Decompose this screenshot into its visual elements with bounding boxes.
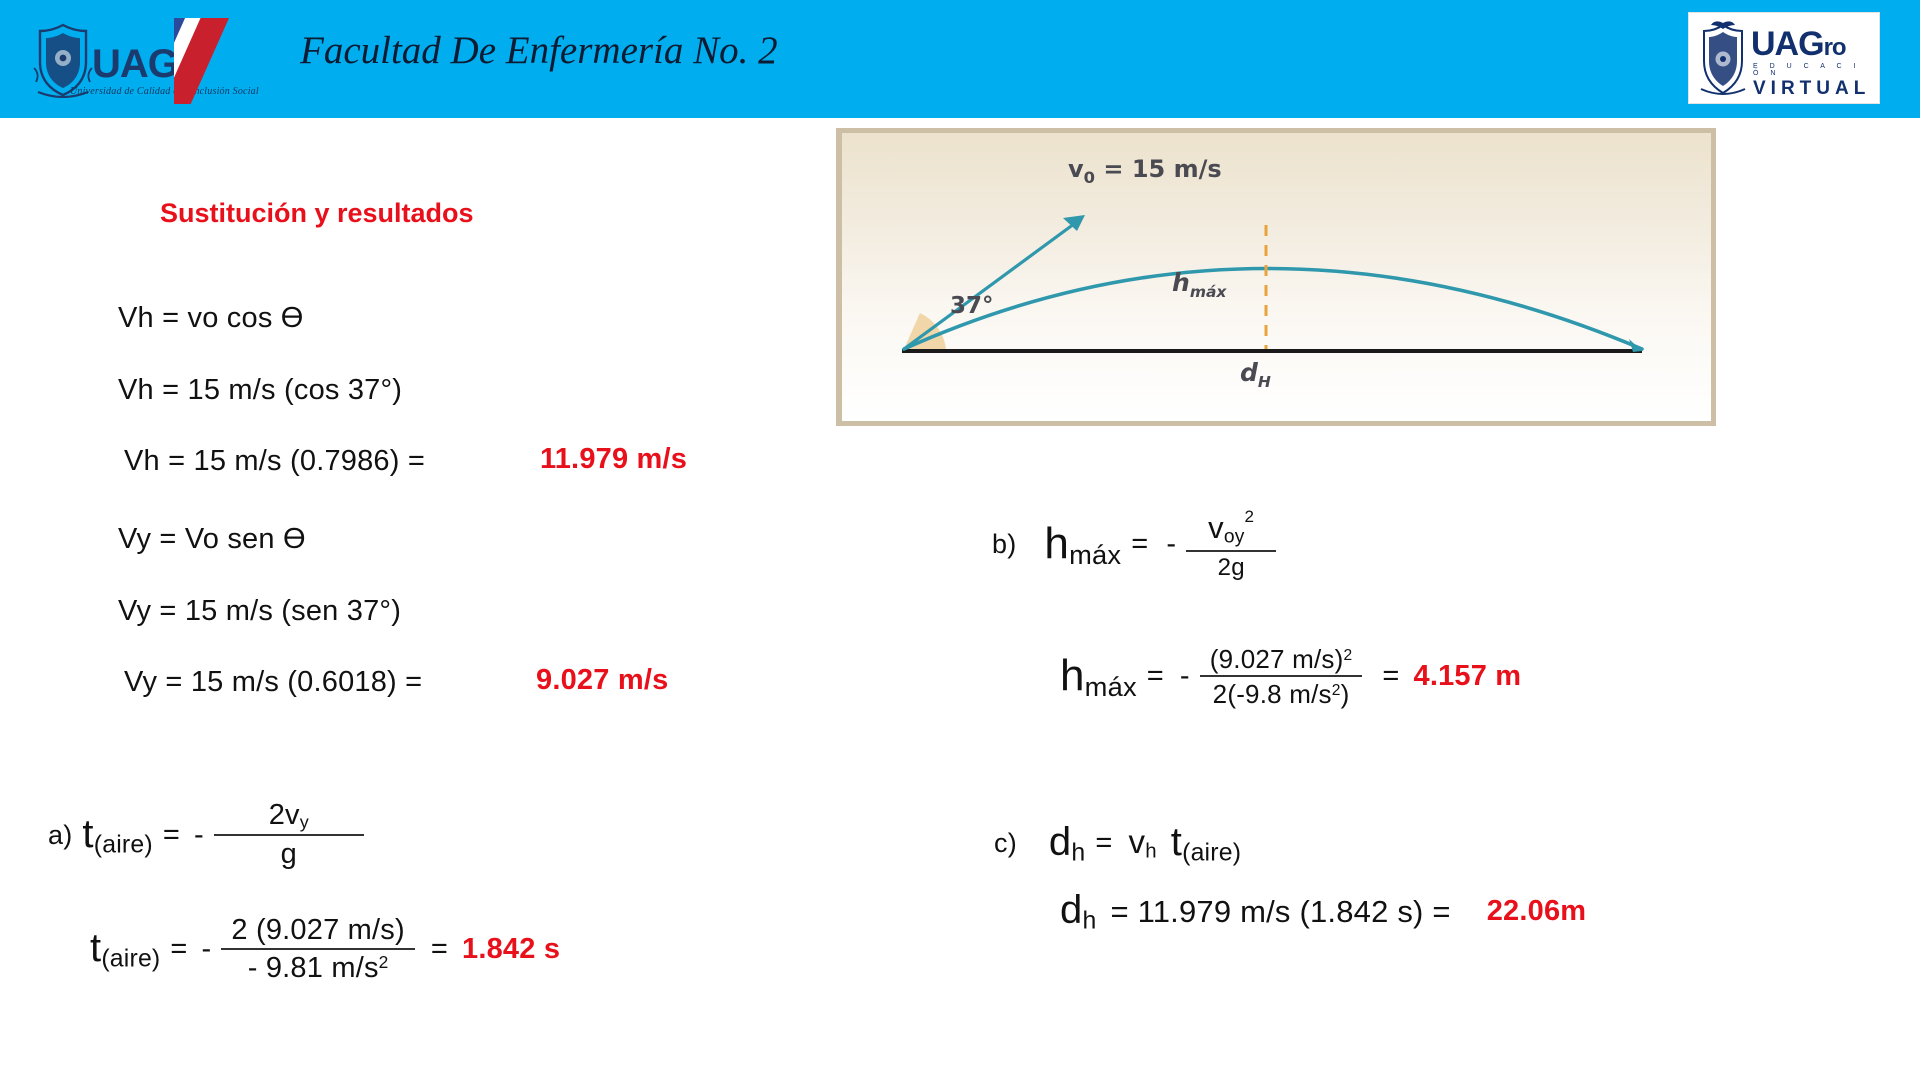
label-initial-velocity: v0 = 15 m/s (1068, 155, 1222, 187)
uagro-virtual-wordmark-suffix: ro (1823, 34, 1847, 61)
part-a-eval-numerator: 2 (9.027 m/s) (231, 914, 405, 946)
label-max-height: hmáx (1172, 268, 1227, 301)
part-a-fraction-bar (213, 834, 364, 837)
equation-vy-formula: Vy = Vo sen Ө (118, 523, 306, 555)
part-a-symbol: t(aire) (82, 811, 153, 859)
equation-vy-evaluated: Vy = 15 m/s (0.6018) = (124, 666, 423, 698)
uagro-left-tagline: Universidad de Calidad con Inclusión Soc… (70, 86, 259, 97)
part-b-equals: = (1131, 528, 1149, 561)
label-launch-angle: 37° (950, 293, 994, 319)
part-b-label: b) (992, 529, 1017, 560)
section-title: Sustitución y resultados (160, 198, 474, 228)
part-c-t-aire: t(aire) (1170, 820, 1242, 867)
uagro-virtual-wordmark-main: UAG (1751, 25, 1825, 63)
part-a-eval-fraction: 2 (9.027 m/s) - 9.81 m/s2 (221, 914, 415, 985)
uagro-shield-icon (33, 23, 93, 98)
part-b-fraction-bar (1186, 550, 1277, 553)
part-a-eval-symbol: t(aire) (90, 926, 161, 973)
part-a-result-equals: = (430, 933, 448, 966)
equation-vh-evaluated: Vh = 15 m/s (0.7986) = (124, 445, 426, 477)
part-b-eval-minus: - (1179, 660, 1190, 693)
part-b-result-equals: = (1382, 660, 1400, 693)
diagram-canvas: v0 = 15 m/s 37° hmáx dH (842, 133, 1711, 421)
uagro-virtual-label: VIRTUAL (1753, 78, 1871, 99)
part-a-label: a) (48, 819, 73, 850)
equation-vh-substitution: Vh = 15 m/s (cos 37°) (118, 374, 403, 406)
page-title: Facultad De Enfermería No. 2 (300, 29, 778, 72)
trajectory-curve (902, 266, 1644, 351)
part-c-label: c) (994, 828, 1017, 859)
part-b-symbol: hmáx (1044, 518, 1122, 570)
part-b-eval-fraction: (9.027 m/s)2 2(-9.8 m/s2) (1199, 644, 1363, 710)
part-b-numerator: voy2 (1208, 507, 1255, 548)
velocity-vector (903, 219, 1079, 351)
part-b-eval-symbol: hmáx (1060, 650, 1137, 702)
part-c-eval-value: = 11.979 m/s (1.842 s) = (1110, 893, 1451, 929)
velocity-arrowhead (1063, 215, 1085, 231)
uagro-virtual-educacion-label: E D U C A C I Ó N (1753, 63, 1861, 77)
part-b-eval-numerator: (9.027 m/s)2 (1209, 644, 1353, 674)
part-b-eval-equals: = (1146, 660, 1164, 693)
part-a-minus: - (193, 818, 204, 851)
equation-part-b-formula: b) hmáx = - voy2 2g (992, 507, 1277, 582)
equation-part-a-formula: a) t(aire) = - 2vy g (48, 799, 364, 871)
result-dh: 22.06m (1486, 895, 1587, 928)
result-vh: 11.979 m/s (540, 443, 688, 475)
uagro-stripes-graphic (174, 18, 246, 104)
part-a-eval-fraction-bar (221, 948, 415, 951)
part-a-eval-denominator: - 9.81 m/s2 (247, 952, 389, 985)
part-c-eval-symbol: dh (1060, 888, 1097, 935)
diagram-svg (902, 215, 1644, 353)
part-a-eval-minus: - (201, 933, 212, 966)
equation-vy-substitution: Vy = 15 m/s (sen 37°) (118, 595, 402, 627)
equation-part-c-formula: c) dh = vh t(aire) (994, 820, 1241, 867)
part-b-denominator: 2g (1217, 554, 1245, 582)
equation-part-a-evaluated: t(aire) = - 2 (9.027 m/s) - 9.81 m/s2 = … (90, 914, 561, 985)
part-a-equals: = (162, 818, 180, 851)
result-vy: 9.027 m/s (536, 664, 669, 696)
result-t-aire: 1.842 s (462, 933, 561, 966)
part-a-eval-equals: = (170, 933, 188, 966)
part-c-vh: vh (1128, 823, 1157, 863)
part-a-fraction: 2vy g (213, 799, 364, 871)
uagro-left-wordmark-main: UAG (92, 42, 179, 86)
uagro-logo-left: UAGro Universidad de Calidad con Inclusi… (24, 14, 259, 106)
part-a-numerator: 2vy (268, 799, 309, 832)
equation-vh-formula: Vh = vo cos Ө (118, 302, 304, 334)
equation-part-b-evaluated: hmáx = - (9.027 m/s)2 2(-9.8 m/s2) = 4.1… (1060, 645, 1521, 708)
part-b-fraction: voy2 2g (1186, 507, 1277, 582)
uagro-virtual-shield-icon (1700, 21, 1746, 95)
trajectory-arrowhead (1629, 339, 1642, 352)
part-b-minus: - (1166, 528, 1177, 561)
result-hmax: 4.157 m (1413, 660, 1522, 693)
label-horizontal-distance: dH (1240, 358, 1271, 391)
part-b-eval-fraction-bar (1199, 675, 1363, 678)
part-b-eval-denominator: 2(-9.8 m/s2) (1212, 679, 1350, 710)
part-c-symbol: dh (1048, 820, 1086, 867)
part-a-denominator: g (280, 838, 297, 871)
uagro-virtual-wordmark: UAGro (1751, 27, 1877, 65)
equation-part-c-evaluated: dh = 11.979 m/s (1.842 s) = 22.06m (1060, 888, 1586, 935)
part-c-equals: = (1095, 827, 1113, 860)
page-header: UAGro Universidad de Calidad con Inclusi… (0, 0, 1920, 118)
projectile-trajectory-diagram: v0 = 15 m/s 37° hmáx dH (836, 128, 1716, 426)
uagro-virtual-logo: UAGro E D U C A C I Ó N VIRTUAL (1688, 12, 1880, 104)
